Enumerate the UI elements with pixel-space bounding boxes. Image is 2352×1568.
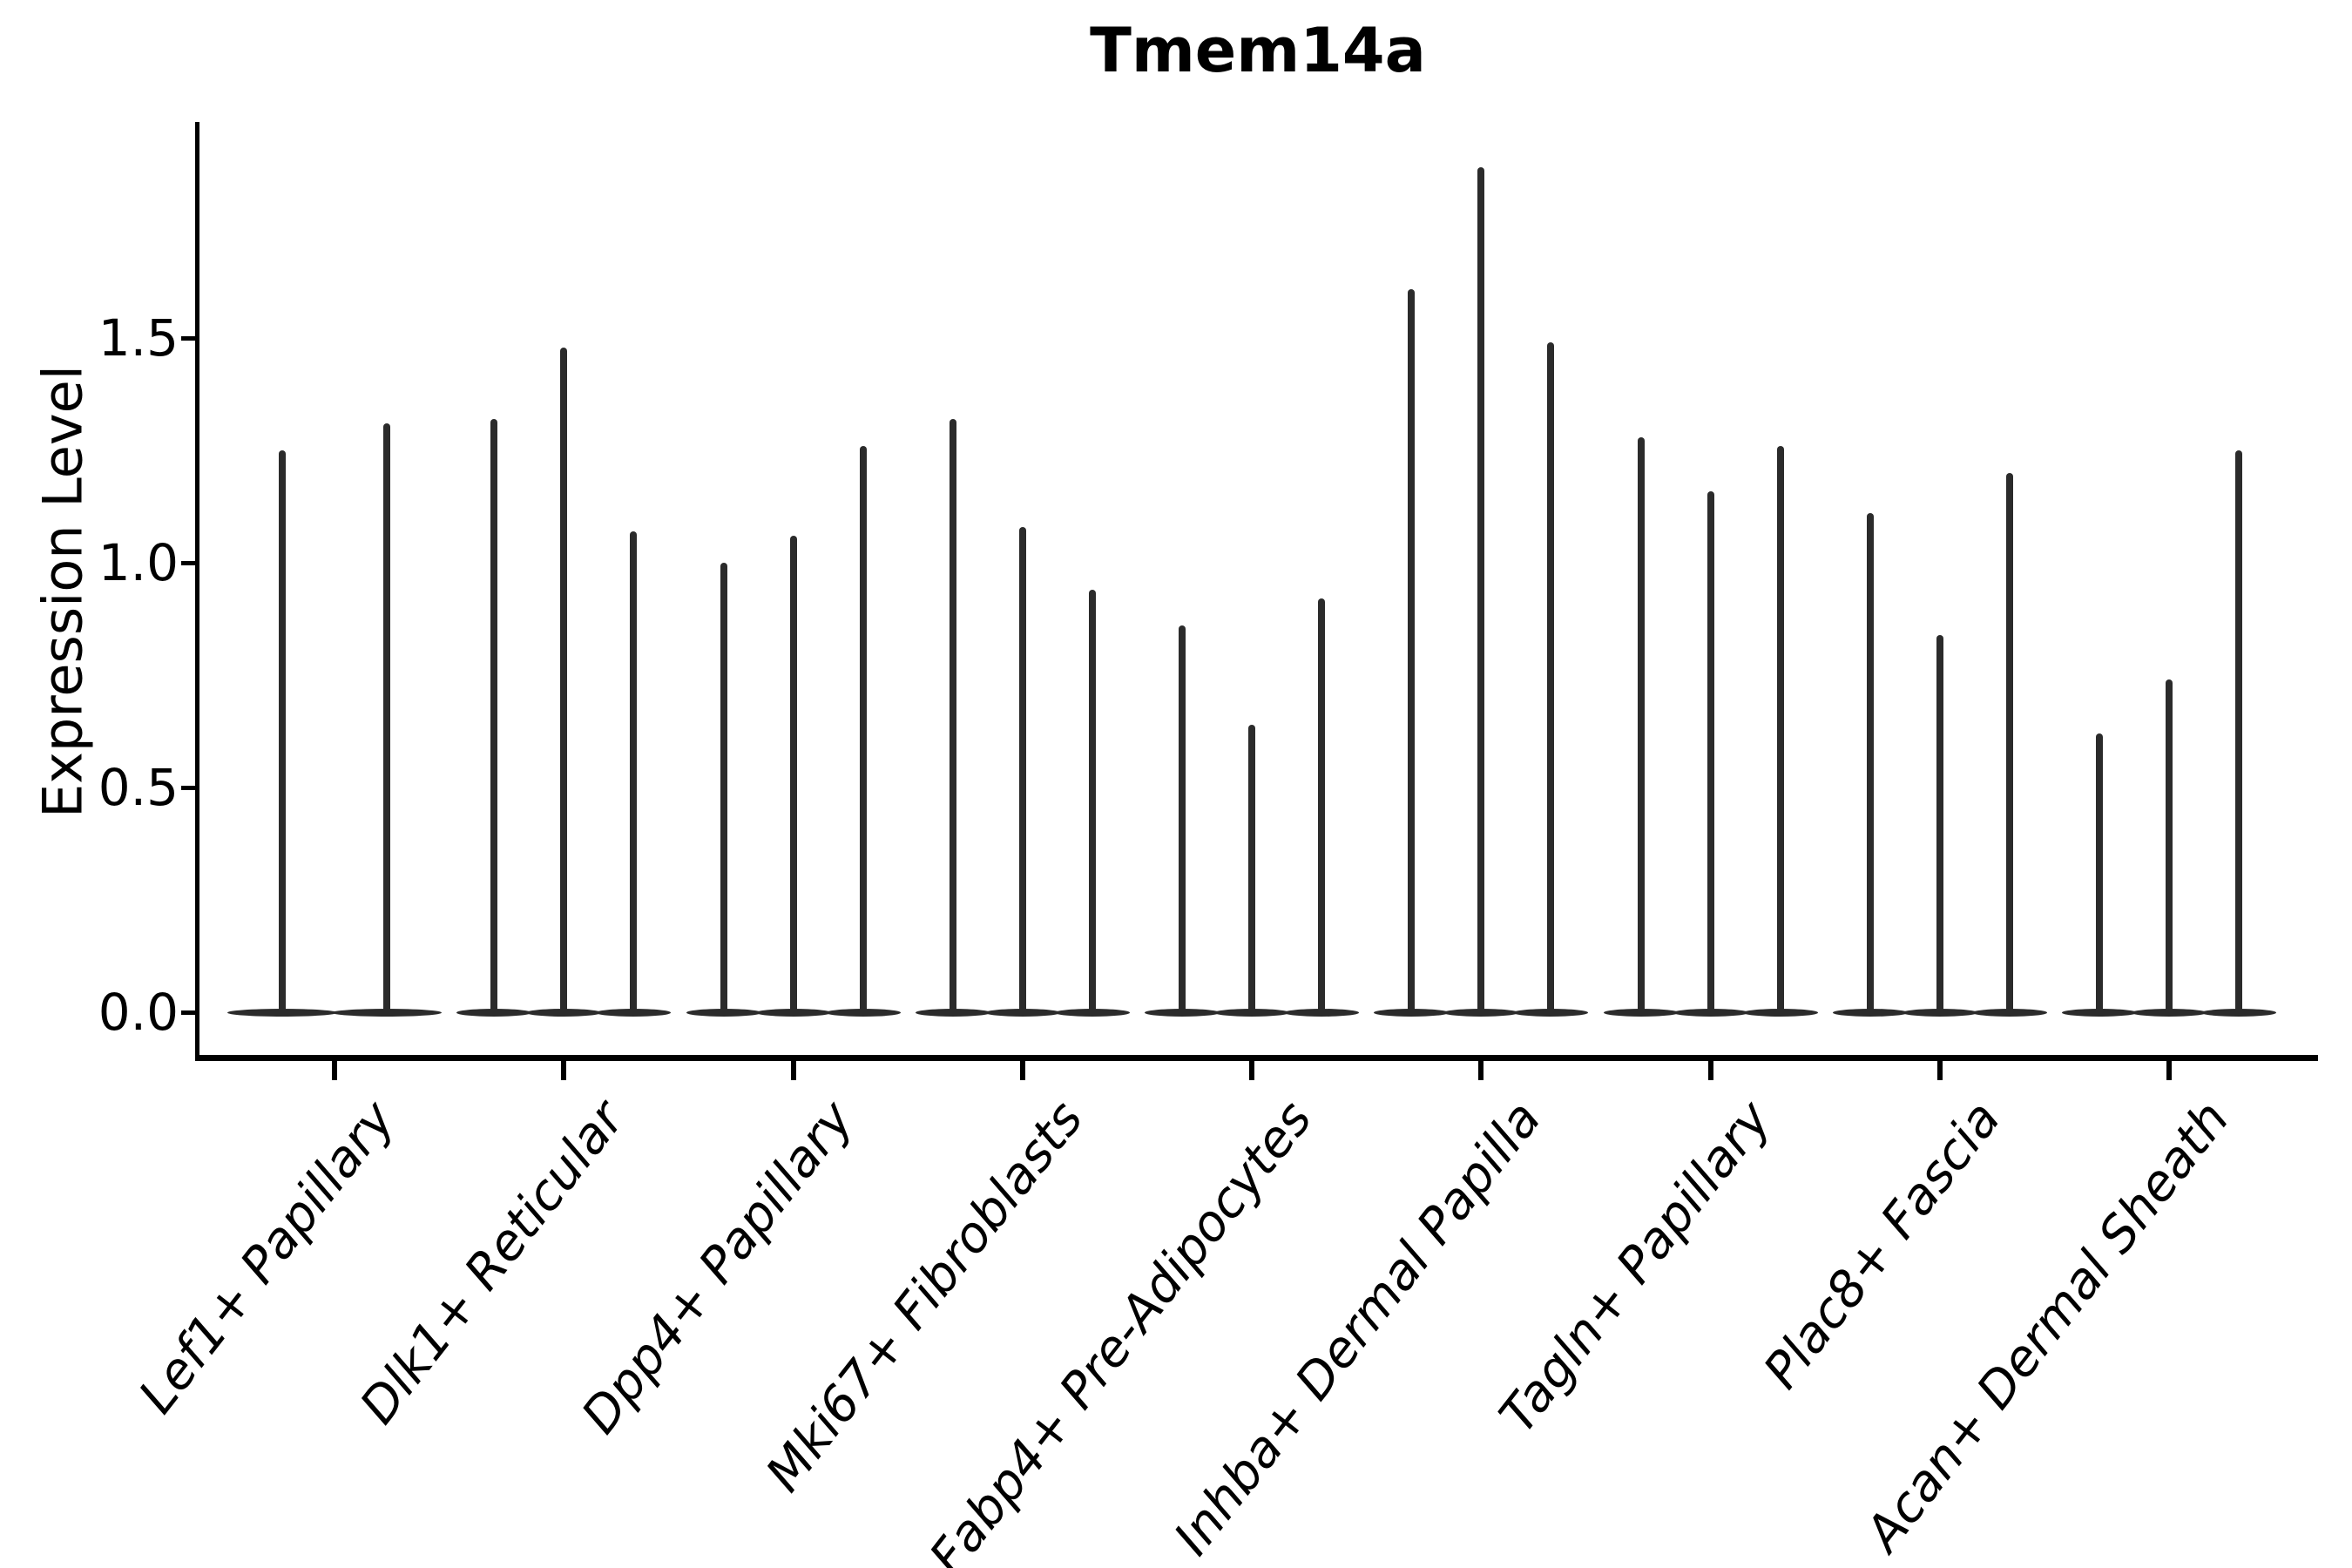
- violin-base: [227, 1008, 337, 1017]
- violin-spike: [1547, 342, 1555, 1012]
- violin-base: [1902, 1008, 1977, 1017]
- x-tick-mark: [1478, 1061, 1484, 1080]
- violin-spike: [490, 419, 498, 1012]
- violin-spike: [2096, 733, 2103, 1012]
- violin-spike: [949, 419, 956, 1012]
- violin-spike: [1707, 490, 1714, 1012]
- plot-title: Tmem14a: [1090, 15, 1426, 86]
- violin-base: [1513, 1008, 1589, 1017]
- violin-base: [915, 1008, 990, 1017]
- violin-spike: [560, 347, 568, 1012]
- violin-base: [1284, 1008, 1359, 1017]
- y-axis-spine: [195, 122, 199, 1061]
- violin-base: [596, 1008, 672, 1017]
- violin-base: [2201, 1008, 2276, 1017]
- x-tick-mark: [1936, 1061, 1943, 1080]
- violin-base: [1673, 1008, 1748, 1017]
- violin-base: [1443, 1008, 1519, 1017]
- y-tick-label: 0.5: [98, 758, 179, 818]
- y-tick-label: 1.5: [98, 308, 179, 368]
- violin-spike: [2166, 679, 2173, 1012]
- y-tick-mark: [181, 560, 195, 565]
- violin-base: [1054, 1008, 1130, 1017]
- violin-spike: [630, 531, 638, 1012]
- violin-base: [2062, 1008, 2137, 1017]
- violin-spike: [1018, 526, 1026, 1012]
- x-tick-mark: [790, 1061, 796, 1080]
- x-tick-mark: [332, 1061, 337, 1080]
- violin-spike: [279, 450, 286, 1012]
- violin-spike: [383, 423, 390, 1012]
- violin-spike: [1477, 167, 1485, 1012]
- violin-spike: [1866, 513, 1874, 1012]
- violin-base: [1145, 1008, 1220, 1017]
- violin-spike: [1936, 634, 1943, 1012]
- violin-spike: [789, 536, 797, 1012]
- violin-base: [1742, 1008, 1818, 1017]
- violin-base: [984, 1008, 1060, 1017]
- violin-spike: [2005, 473, 2013, 1012]
- x-tick-mark: [1019, 1061, 1025, 1080]
- x-tick-label: Plac8+ Fascia: [1752, 1091, 2011, 1400]
- violin-spike: [1088, 590, 1096, 1012]
- violin-base: [1603, 1008, 1679, 1017]
- y-tick-mark: [181, 1010, 195, 1015]
- y-tick-mark: [181, 335, 195, 341]
- violin-base: [2132, 1008, 2207, 1017]
- violin-spike: [1318, 598, 1325, 1012]
- violin-spike: [859, 446, 867, 1012]
- x-tick-mark: [561, 1061, 567, 1080]
- violin-spike: [2235, 450, 2242, 1012]
- violin-base: [755, 1008, 831, 1017]
- x-tick-mark: [1249, 1061, 1254, 1080]
- violin-spike: [1637, 436, 1645, 1012]
- y-tick-mark: [181, 785, 195, 790]
- violin-base: [456, 1008, 532, 1017]
- y-tick-label: 0.0: [98, 983, 179, 1042]
- x-axis-spine: [195, 1055, 2318, 1061]
- violin-spike: [1179, 625, 1186, 1012]
- violin-spike: [1776, 446, 1784, 1012]
- x-tick-mark: [1707, 1061, 1713, 1080]
- violin-base: [1374, 1008, 1450, 1017]
- y-tick-label: 1.0: [98, 533, 179, 593]
- violin-base: [1214, 1008, 1289, 1017]
- violin-base: [686, 1008, 761, 1017]
- violin-spike: [720, 563, 727, 1012]
- violin-base: [1971, 1008, 2047, 1017]
- violin-base: [1832, 1008, 1908, 1017]
- violin-base: [332, 1008, 442, 1017]
- x-tick-mark: [2166, 1061, 2172, 1080]
- violin-base: [825, 1008, 901, 1017]
- violin-spike: [1408, 288, 1416, 1012]
- x-tick-label: Lef1+ Papillary: [127, 1091, 407, 1424]
- violin-spike: [1248, 724, 1255, 1012]
- violin-base: [526, 1008, 602, 1017]
